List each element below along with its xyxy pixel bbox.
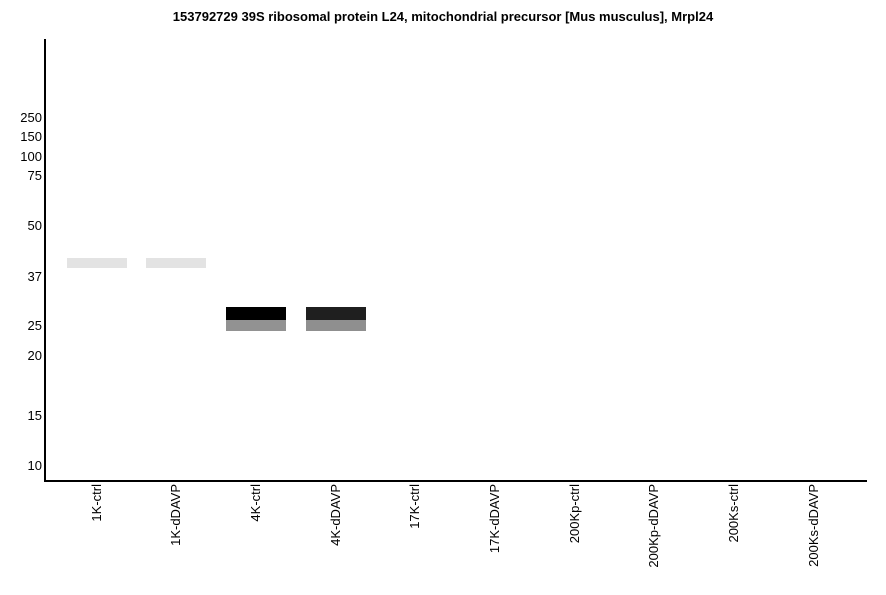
x-lane-label: 1K-dDAVP — [168, 484, 184, 546]
x-lane-label: 200Ks-dDAVP — [805, 484, 821, 567]
y-tick-label: 150 — [20, 129, 42, 145]
y-tick-label: 20 — [27, 348, 42, 364]
x-lane-label: 1K-ctrl — [88, 484, 104, 522]
gel-band — [305, 306, 366, 320]
y-tick-label: 250 — [20, 110, 42, 126]
x-axis-line — [44, 480, 867, 482]
y-tick-label: 15 — [27, 408, 42, 424]
y-tick-label: 100 — [20, 149, 42, 165]
x-lane-label: 17K-dDAVP — [486, 484, 502, 554]
y-tick-label: 10 — [27, 458, 42, 474]
x-lane-label: 4K-dDAVP — [327, 484, 343, 546]
y-tick-label: 25 — [27, 318, 42, 334]
figure-title: 153792729 39S ribosomal protein L24, mit… — [172, 9, 714, 24]
x-lane-label: 4K-ctrl — [247, 484, 263, 522]
gel-band — [225, 319, 286, 331]
x-lane-label: 200Kp-dDAVP — [646, 484, 662, 568]
y-tick-label: 50 — [27, 218, 42, 234]
y-axis-line — [44, 39, 46, 482]
gel-band — [66, 258, 127, 268]
x-lane-label: 200Kp-ctrl — [566, 484, 582, 544]
y-tick-label: 75 — [27, 168, 42, 184]
gel-band — [225, 306, 286, 320]
x-lane-label: 17K-ctrl — [407, 484, 423, 529]
x-lane-label: 200Ks-ctrl — [725, 484, 741, 543]
gel-band — [305, 319, 366, 331]
gel-band — [146, 258, 207, 268]
y-tick-label: 37 — [27, 269, 42, 285]
